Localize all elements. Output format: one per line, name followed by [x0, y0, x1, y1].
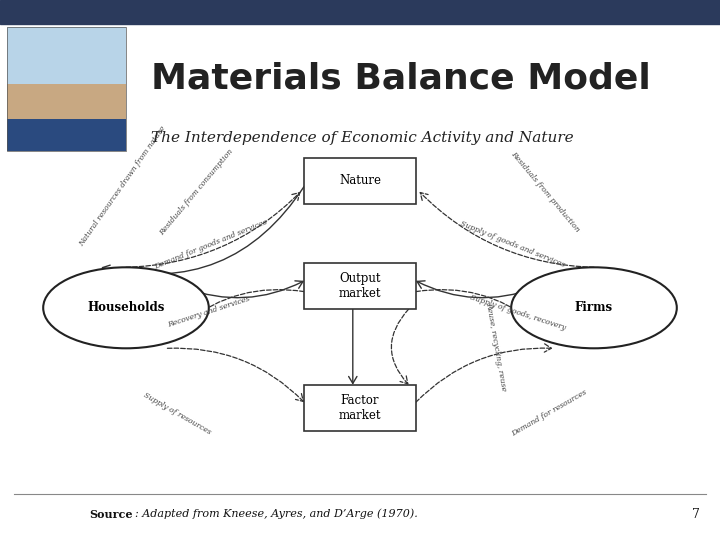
Text: Factor
market: Factor market — [338, 394, 382, 422]
FancyArrowPatch shape — [392, 309, 409, 384]
Text: Supply of goods, recovery: Supply of goods, recovery — [469, 293, 567, 332]
FancyBboxPatch shape — [304, 384, 416, 431]
Text: Demand for resources: Demand for resources — [510, 389, 589, 438]
Text: Nature: Nature — [339, 174, 381, 187]
Text: Recovery and services: Recovery and services — [167, 295, 251, 329]
FancyArrowPatch shape — [185, 289, 304, 323]
FancyArrowPatch shape — [167, 348, 303, 401]
FancyArrowPatch shape — [126, 193, 300, 267]
FancyArrowPatch shape — [102, 186, 304, 274]
Text: Firms: Firms — [575, 301, 613, 314]
Bar — [7, 84, 126, 119]
Text: Reuse, recycling, reuse: Reuse, recycling, reuse — [485, 302, 508, 392]
FancyArrowPatch shape — [417, 281, 536, 298]
Text: Source: Source — [90, 509, 133, 519]
Text: Residuals from consumption: Residuals from consumption — [158, 147, 235, 237]
Text: Demand for goods and services: Demand for goods and services — [153, 218, 269, 271]
Text: Supply of goods and services: Supply of goods and services — [459, 220, 567, 269]
FancyArrowPatch shape — [416, 289, 535, 323]
Text: Natural resources drawn from nature: Natural resources drawn from nature — [78, 125, 168, 248]
FancyArrowPatch shape — [184, 281, 303, 298]
FancyBboxPatch shape — [304, 158, 416, 204]
FancyArrowPatch shape — [416, 344, 552, 402]
Bar — [7, 27, 126, 151]
Text: Households: Households — [87, 301, 165, 314]
Text: Materials Balance Model: Materials Balance Model — [151, 62, 651, 95]
Bar — [0, 0, 720, 24]
Ellipse shape — [511, 267, 677, 348]
FancyArrowPatch shape — [348, 309, 357, 383]
Text: Supply of resources: Supply of resources — [143, 391, 212, 436]
FancyBboxPatch shape — [304, 263, 416, 309]
Text: The Interdependence of Economic Activity and Nature: The Interdependence of Economic Activity… — [151, 131, 574, 145]
Ellipse shape — [43, 267, 209, 348]
Bar — [7, 27, 126, 84]
Text: Output
market: Output market — [338, 272, 382, 300]
Text: Residuals from production: Residuals from production — [510, 150, 582, 234]
Text: 7: 7 — [692, 508, 700, 521]
Bar — [7, 119, 126, 151]
FancyArrowPatch shape — [420, 193, 594, 267]
Text: : Adapted from Kneese, Ayres, and D’Arge (1970).: : Adapted from Kneese, Ayres, and D’Arge… — [135, 509, 418, 519]
